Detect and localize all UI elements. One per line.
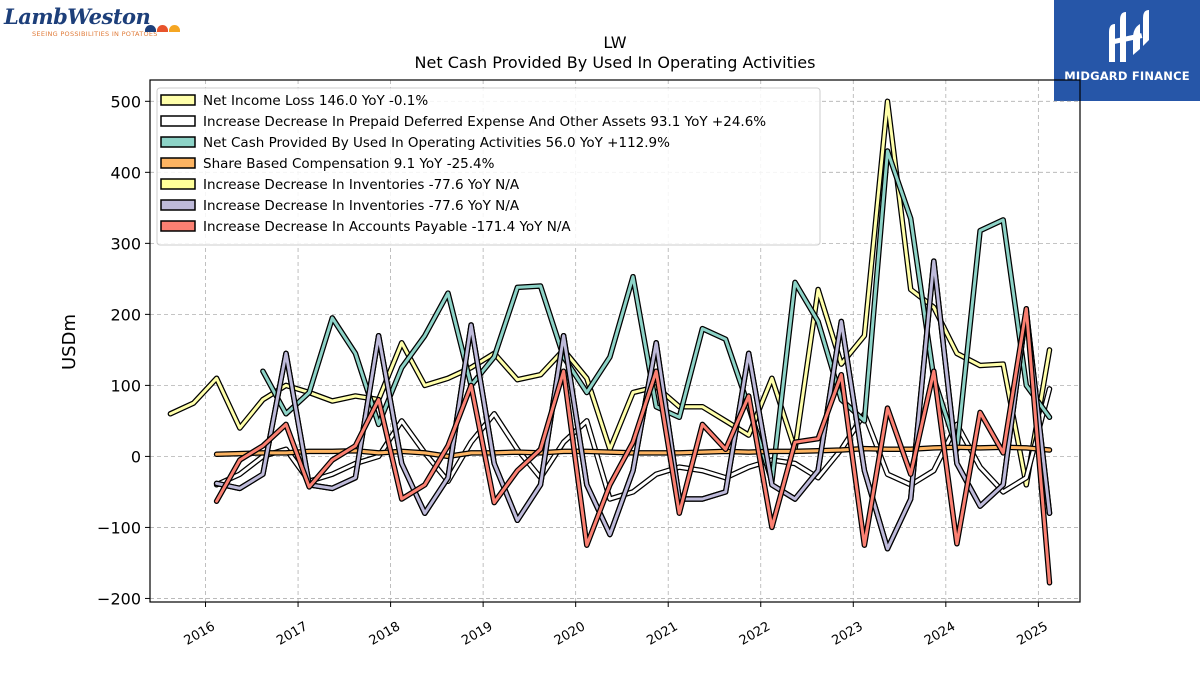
- series-lines: [167, 98, 1053, 586]
- series-line: [213, 258, 1053, 552]
- logo-dot: [157, 25, 168, 32]
- x-tick-label: 2016: [182, 619, 218, 649]
- legend-label: Net Cash Provided By Used In Operating A…: [203, 135, 670, 151]
- series-line: [260, 148, 1053, 485]
- series-line-stroke: [261, 149, 1051, 483]
- y-tick-label: −100: [97, 518, 141, 537]
- y-axis-label: USDm: [59, 314, 80, 370]
- midgard-emblem-icon: [1109, 10, 1149, 62]
- chart-title: LW: [603, 33, 626, 52]
- series-line: [213, 444, 1053, 460]
- x-tick-label: 2025: [1015, 619, 1051, 649]
- legend: Net Income Loss 146.0 YoY -0.1% Increase …: [156, 87, 821, 246]
- y-tick-label: 400: [110, 163, 141, 182]
- legend-label: Increase Decrease In Inventories -77.6 Y…: [203, 198, 520, 214]
- legend-swatch: [160, 178, 196, 190]
- series-line-stroke: [215, 445, 1051, 458]
- series-line-stroke: [215, 259, 1051, 551]
- x-tick-label: 2019: [459, 619, 495, 649]
- logo-dot: [145, 25, 156, 32]
- x-tick-label: 2023: [829, 619, 865, 649]
- y-tick-label: 300: [110, 234, 141, 253]
- legend-box: [156, 87, 821, 246]
- x-tick-label: 2018: [367, 619, 403, 649]
- x-tick-label: 2017: [274, 619, 310, 649]
- legend-label: Net Income Loss 146.0 YoY -0.1%: [203, 93, 428, 109]
- legend-swatch: [160, 136, 196, 148]
- lambweston-logo-dots: [145, 17, 181, 36]
- y-tick-label: 0: [131, 447, 141, 466]
- legend-swatch: [160, 199, 196, 211]
- midgard-finance-text: MIDGARD FINANCE: [1064, 69, 1190, 83]
- y-tick-label: −200: [97, 589, 141, 608]
- lambweston-logo: LambWeston SEEING POSSIBILITIES IN POTAT…: [4, 4, 194, 46]
- series-line: [213, 305, 1053, 586]
- x-tick-label: 2021: [644, 619, 680, 649]
- legend-swatch: [160, 94, 196, 106]
- legend-label: Share Based Compensation 9.1 YoY -25.4%: [203, 156, 495, 172]
- legend-swatch: [160, 220, 196, 232]
- logo-dot: [169, 25, 180, 32]
- legend-swatch: [160, 157, 196, 169]
- legend-label: Increase Decrease In Prepaid Deferred Ex…: [203, 114, 766, 130]
- lambweston-wordmark: LambWeston: [4, 4, 151, 29]
- series-line: [167, 98, 1053, 488]
- midgard-finance-logo: MIDGARD FINANCE: [1054, 0, 1200, 101]
- legend-swatch: [160, 115, 196, 127]
- y-tick-label: 500: [110, 92, 141, 111]
- plot-frame: [149, 79, 1081, 603]
- y-tick-label: 200: [110, 305, 141, 324]
- chart-subtitle: Net Cash Provided By Used In Operating A…: [415, 53, 816, 72]
- x-tick-label: 2024: [922, 619, 958, 649]
- lambweston-tagline: SEEING POSSIBILITIES IN POTATOES: [32, 30, 158, 38]
- series-line-stroke: [168, 99, 1051, 487]
- y-tick-label: 100: [110, 376, 141, 395]
- legend-label: Increase Decrease In Accounts Payable -1…: [203, 219, 571, 235]
- legend-label: Increase Decrease In Inventories -77.6 Y…: [203, 177, 520, 193]
- x-tick-label: 2020: [552, 619, 588, 649]
- series-line-stroke: [215, 307, 1051, 585]
- x-tick-label: 2022: [737, 619, 773, 649]
